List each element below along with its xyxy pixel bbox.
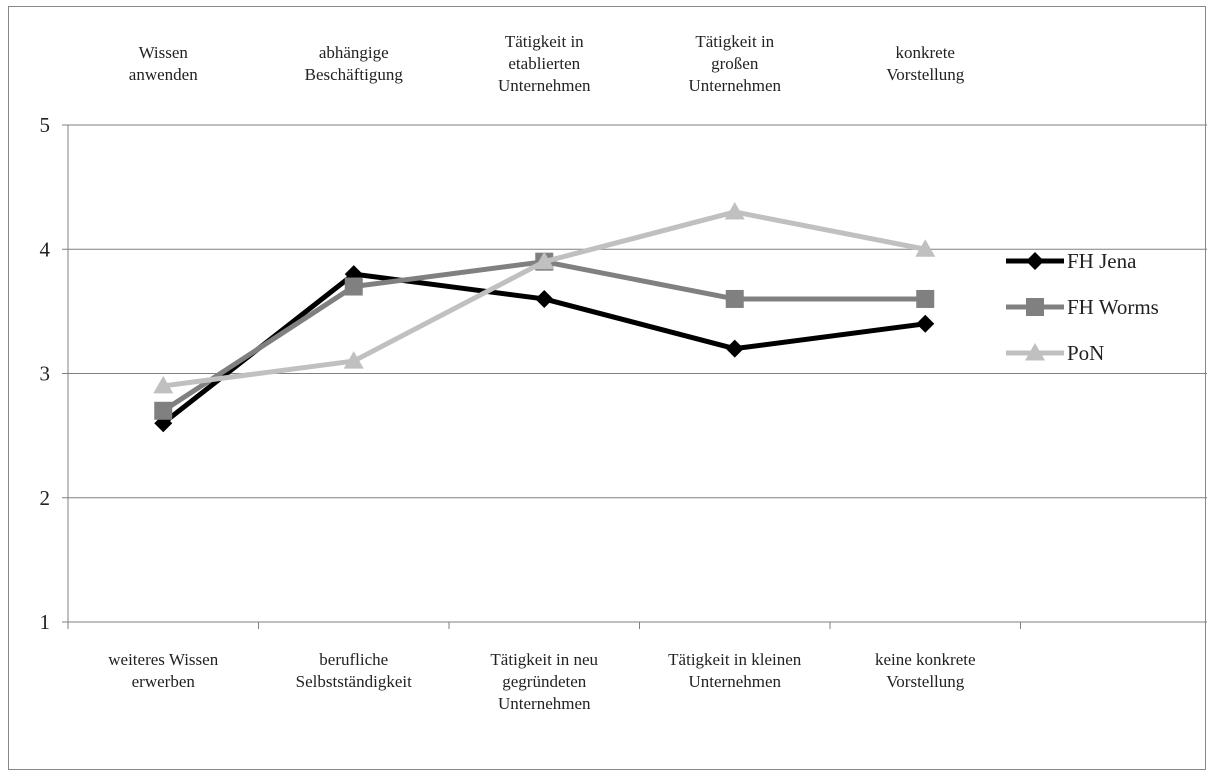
y-tick-label: 2: [40, 486, 51, 510]
top-category-label-line: Tätigkeit in: [505, 32, 584, 51]
x-category-label: Tätigkeit in neu gegründeten Unternehmen: [490, 650, 598, 713]
x-category-label-line: Selbstständigkeit: [296, 672, 412, 691]
chart-svg: 1 2 3 4 5 weiteres Wissen erwerben berufliche Se…: [40, 32, 1207, 713]
top-category-label-line: Unternehmen: [498, 76, 591, 95]
x-category-label: weiteres Wissen erwerben: [108, 650, 218, 691]
top-category-label-line: konkrete: [896, 43, 955, 62]
top-category-label-line: Tätigkeit in: [695, 32, 774, 51]
x-category-label: keine konkrete Vorstellung: [875, 650, 976, 691]
x-category-label: berufliche Selbstständigkeit: [296, 650, 412, 691]
x-category-label: Tätigkeit in kleinen Unternehmen: [668, 650, 802, 691]
legend-label-fh-worms: FH Worms: [1067, 295, 1159, 319]
x-category-label-line: Tätigkeit in kleinen: [668, 650, 802, 669]
chart-area: 1 2 3 4 5 weiteres Wissen erwerben berufliche Se…: [8, 6, 1207, 770]
x-category-label-line: gegründeten: [502, 672, 587, 691]
data-point-fh-jena: [535, 289, 554, 308]
top-category-label-line: anwenden: [129, 65, 198, 84]
data-point-fh-worms: [725, 289, 744, 308]
top-category-label-line: Unternehmen: [688, 76, 781, 95]
data-point-pon: [724, 201, 745, 220]
y-tick-label: 1: [40, 610, 51, 634]
top-category-label-line: Beschäftigung: [305, 65, 404, 84]
data-point-fh-worms: [916, 289, 935, 308]
top-category-label: Tätigkeit in großen Unternehmen: [688, 32, 781, 95]
legend-marker-fh-jena: [1026, 252, 1044, 270]
top-category-label-line: Vorstellung: [886, 65, 965, 84]
data-point-pon: [534, 251, 555, 270]
top-category-label: Tätigkeit in etablierten Unternehmen: [498, 32, 591, 95]
data-point-fh-jena: [916, 314, 935, 333]
legend-marker-fh-worms: [1026, 298, 1044, 316]
top-category-label: konkrete Vorstellung: [886, 43, 965, 84]
data-point-fh-worms: [344, 277, 363, 296]
x-category-label-line: weiteres Wissen: [108, 650, 218, 669]
x-category-label-line: Vorstellung: [886, 672, 965, 691]
x-category-label-line: Unternehmen: [688, 672, 781, 691]
y-tick-label: 4: [40, 237, 51, 261]
top-category-label: Wissen anwenden: [129, 43, 198, 84]
data-point-fh-worms: [154, 401, 173, 420]
y-tick-label: 3: [40, 362, 51, 386]
top-category-label-line: Wissen: [139, 43, 189, 62]
x-category-label-line: erwerben: [132, 672, 196, 691]
x-category-label-line: keine konkrete: [875, 650, 976, 669]
top-category-label-line: großen: [711, 54, 759, 73]
data-point-pon: [343, 351, 364, 369]
top-category-label-line: etablierten: [508, 54, 580, 73]
top-category-label-line: abhängige: [319, 43, 389, 62]
legend-label-fh-jena: FH Jena: [1067, 249, 1137, 273]
y-tick-label: 5: [40, 113, 51, 137]
top-category-label: abhängige Beschäftigung: [305, 43, 404, 84]
data-point-pon: [153, 375, 174, 394]
data-point-fh-jena: [725, 339, 744, 358]
x-category-label-line: Unternehmen: [498, 694, 591, 713]
data-point-pon: [915, 239, 936, 257]
legend-label-pon: PoN: [1067, 341, 1104, 365]
legend-marker-pon: [1025, 343, 1045, 361]
x-category-label-line: Tätigkeit in neu: [490, 650, 598, 669]
x-category-label-line: berufliche: [319, 650, 388, 669]
